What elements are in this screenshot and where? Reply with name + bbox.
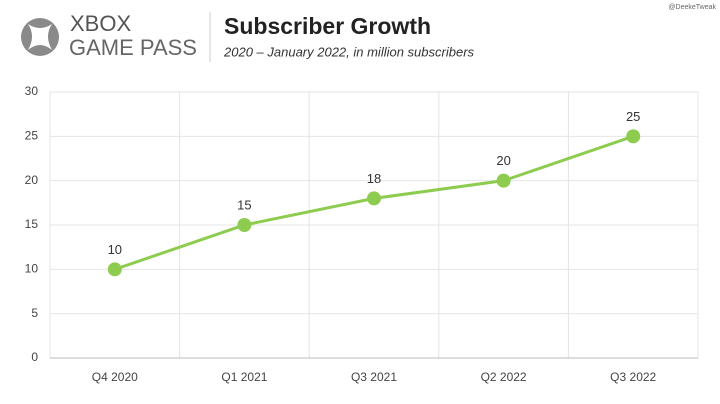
value-label: 15	[237, 197, 251, 212]
y-tick-label: 0	[31, 350, 38, 364]
logo-line1: XBOX	[70, 11, 131, 36]
logo-line2: GAME PASS	[69, 35, 197, 60]
point	[626, 129, 641, 144]
x-tick-label: Q2 2022	[481, 370, 527, 384]
y-tick-label: 15	[25, 217, 39, 231]
value-label: 20	[496, 153, 510, 168]
logo-x	[28, 24, 52, 50]
value-label: 18	[367, 171, 381, 186]
value-label: 25	[626, 109, 640, 124]
point	[107, 262, 122, 277]
y-tick-label: 5	[31, 306, 38, 320]
chart-title: Subscriber Growth	[224, 13, 431, 39]
chart-subtitle: 2020 – January 2022, in million subscrib…	[223, 44, 475, 59]
watermark: @DeekeTweak	[668, 4, 716, 11]
x-tick-label: Q3 2021	[351, 370, 397, 384]
x-tick-label: Q1 2021	[221, 370, 267, 384]
x-tick-label: Q3 2022	[610, 370, 656, 384]
logo	[21, 18, 59, 56]
value-label: 10	[108, 242, 122, 257]
point	[496, 173, 511, 188]
y-tick-label: 25	[25, 129, 39, 143]
point	[367, 191, 381, 206]
x-tick-label: Q4 2020	[92, 370, 138, 384]
y-tick-label: 10	[25, 262, 39, 276]
y-tick-label: 30	[25, 84, 39, 98]
point	[237, 218, 252, 232]
y-tick-label: 20	[25, 173, 39, 187]
